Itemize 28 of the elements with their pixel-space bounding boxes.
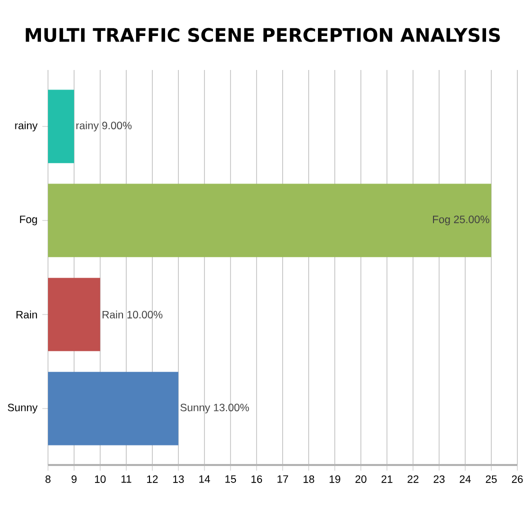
x-tick-label: 24 bbox=[460, 475, 471, 483]
x-tick-label: 10 bbox=[95, 475, 106, 483]
x-tick-label: 8 bbox=[46, 475, 50, 483]
x-tick-label: 26 bbox=[512, 475, 523, 483]
y-tick-label: rainy bbox=[15, 121, 38, 132]
x-tick-label: 22 bbox=[408, 475, 418, 483]
x-tick-label: 16 bbox=[251, 475, 262, 483]
x-tick-label: 13 bbox=[173, 475, 184, 483]
x-tick-label: 14 bbox=[199, 475, 210, 483]
y-tick-label: Sunny bbox=[8, 404, 38, 414]
x-tick-label: 20 bbox=[355, 475, 366, 483]
x-tick-label: 11 bbox=[122, 475, 132, 483]
x-tick-label: 23 bbox=[434, 475, 445, 483]
data-label: Sunny 13.00% bbox=[180, 404, 249, 414]
x-tick-label: 12 bbox=[147, 475, 158, 483]
data-label: rainy 9.00% bbox=[76, 121, 132, 132]
x-tick-label: 19 bbox=[330, 475, 340, 483]
data-label: Fog 25.00% bbox=[433, 216, 490, 226]
x-tick-label: 21 bbox=[382, 475, 392, 483]
x-tick-label: 18 bbox=[304, 475, 314, 483]
x-tick-label: 17 bbox=[278, 475, 288, 483]
data-label: Rain 10.00% bbox=[102, 310, 162, 318]
x-tick-label: 15 bbox=[225, 475, 236, 483]
chart-title: MULTI TRAFFIC SCENE PERCEPTION ANALYSIS bbox=[26, 28, 500, 42]
y-tick-label: Rain bbox=[16, 310, 37, 318]
y-tick-label: Fog bbox=[20, 216, 37, 226]
x-tick-label: 9 bbox=[72, 475, 77, 483]
x-tick-label: 25 bbox=[486, 475, 497, 483]
